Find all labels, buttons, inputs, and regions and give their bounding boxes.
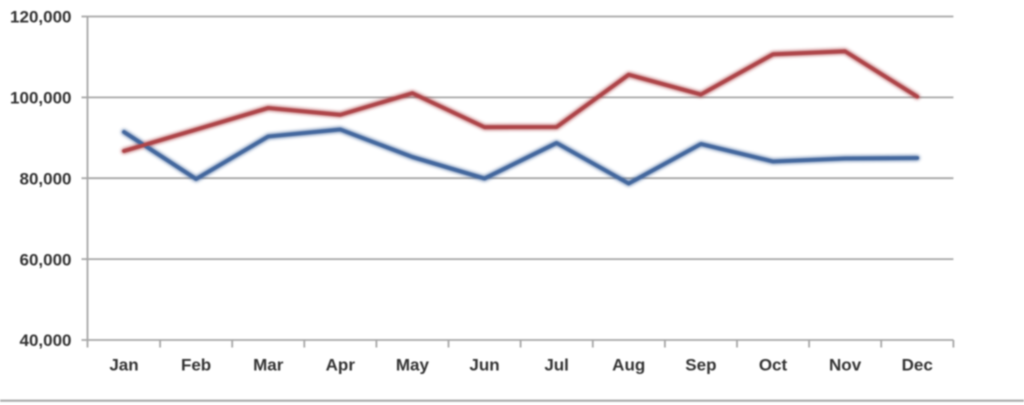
svg-text:40,000: 40,000 bbox=[20, 331, 72, 350]
svg-text:120,000: 120,000 bbox=[10, 8, 71, 27]
svg-text:100,000: 100,000 bbox=[10, 89, 71, 108]
svg-text:May: May bbox=[396, 355, 430, 374]
svg-text:Sep: Sep bbox=[685, 355, 716, 374]
svg-text:Jan: Jan bbox=[109, 355, 138, 374]
svg-text:80,000: 80,000 bbox=[20, 169, 72, 188]
svg-text:Jun: Jun bbox=[469, 355, 499, 374]
svg-text:Oct: Oct bbox=[759, 355, 788, 374]
svg-text:Apr: Apr bbox=[326, 355, 356, 374]
svg-text:60,000: 60,000 bbox=[20, 250, 72, 269]
svg-text:Mar: Mar bbox=[253, 355, 284, 374]
svg-text:Aug: Aug bbox=[612, 355, 645, 374]
svg-text:Jul: Jul bbox=[544, 355, 569, 374]
svg-text:Nov: Nov bbox=[829, 355, 862, 374]
svg-text:Dec: Dec bbox=[902, 355, 933, 374]
svg-text:Feb: Feb bbox=[181, 355, 211, 374]
